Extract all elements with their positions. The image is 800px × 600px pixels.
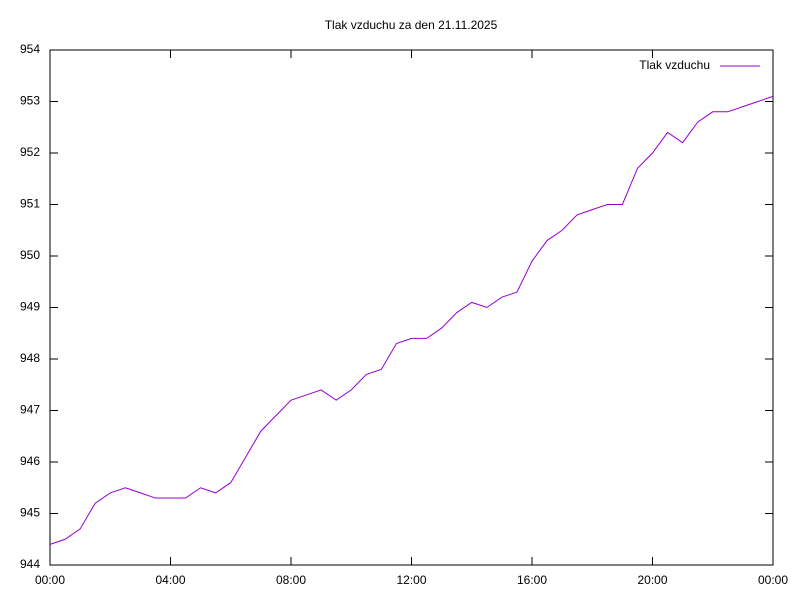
y-tick-label: 946 xyxy=(20,454,40,468)
x-tick-label: 08:00 xyxy=(276,573,306,587)
y-tick-label: 947 xyxy=(20,403,40,417)
y-tick-label: 950 xyxy=(20,248,40,262)
y-tick-label: 948 xyxy=(20,351,40,365)
y-tick-label: 952 xyxy=(20,145,40,159)
data-line xyxy=(49,95,774,545)
chart-title: Tlak vzduchu za den 21.11.2025 xyxy=(325,18,498,32)
x-tick-label: 00:00 xyxy=(758,573,788,587)
y-tick-label: 953 xyxy=(20,94,40,108)
y-tick-label: 944 xyxy=(20,557,40,571)
y-tick-label: 951 xyxy=(20,197,40,211)
y-tick-label: 945 xyxy=(20,506,40,520)
y-tick-label: 954 xyxy=(20,42,40,56)
legend-label: Tlak vzduchu xyxy=(639,58,710,72)
x-tick-label: 12:00 xyxy=(396,573,426,587)
x-tick-label: 00:00 xyxy=(35,573,65,587)
x-tick-label: 04:00 xyxy=(155,573,185,587)
y-tick-label: 949 xyxy=(20,300,40,314)
x-tick-label: 16:00 xyxy=(517,573,547,587)
x-tick-label: 20:00 xyxy=(637,573,667,587)
